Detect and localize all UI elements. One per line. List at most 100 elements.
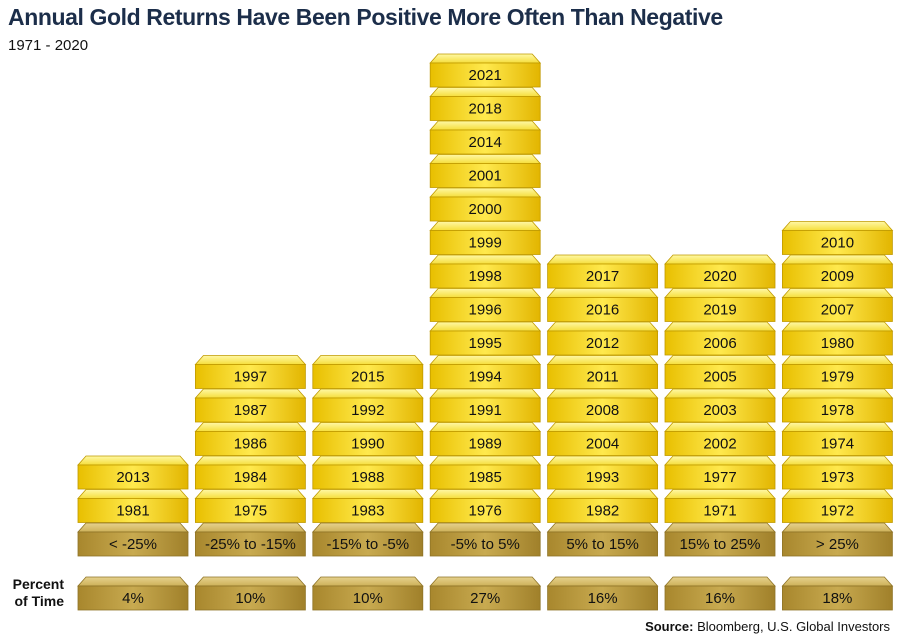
- percent-bar-3-label: 27%: [470, 590, 500, 607]
- year-bar-2011-label: 2011: [586, 369, 618, 386]
- year-bar-2014-label: 2014: [469, 134, 502, 151]
- year-bar-2004-label: 2004: [586, 436, 619, 453]
- category-bar-5: 15% to 25%: [664, 522, 776, 557]
- year-bar-1977-label: 1977: [703, 469, 736, 486]
- percent-bar-5: 16%: [664, 576, 776, 611]
- year-bar-2015-label: 2015: [351, 369, 384, 386]
- year-bar-2013-label: 2013: [116, 469, 149, 486]
- category-bar-4: 5% to 15%: [546, 522, 659, 557]
- year-bar-2006: 2006: [664, 321, 776, 356]
- year-bar-1985-label: 1985: [469, 469, 502, 486]
- year-bar-1984: 1984: [194, 455, 307, 490]
- year-bar-2010: 2010: [781, 221, 894, 255]
- year-bar-1992-label: 1992: [351, 402, 384, 419]
- year-bar-1997: 1997: [194, 355, 307, 389]
- year-bar-1995: 1995: [429, 321, 542, 356]
- year-bar-2003: 2003: [664, 388, 776, 423]
- year-bar-2002-label: 2002: [703, 436, 736, 453]
- year-bar-1997-label: 1997: [234, 369, 267, 386]
- percent-bar-0: 4%: [77, 576, 189, 611]
- percent-bar-1: 10%: [194, 576, 307, 611]
- percent-bar-4-label: 16%: [588, 590, 618, 607]
- year-bar-2001: 2001: [429, 154, 542, 188]
- year-bar-2008: 2008: [546, 388, 659, 423]
- year-bar-2017: 2017: [546, 254, 659, 289]
- year-bar-2021: 2021: [429, 53, 542, 88]
- year-bar-1971: 1971: [664, 489, 776, 523]
- year-bar-1983: 1983: [311, 489, 424, 523]
- year-bar-2000: 2000: [429, 187, 542, 222]
- year-bar-2010-label: 2010: [821, 235, 854, 252]
- year-bar-2005-label: 2005: [703, 369, 736, 386]
- chart-title: Annual Gold Returns Have Been Positive M…: [8, 4, 723, 30]
- year-bar-1978: 1978: [781, 388, 894, 423]
- percent-bar-2-label: 10%: [353, 590, 383, 607]
- year-bar-2015: 2015: [311, 355, 424, 389]
- year-bar-1980: 1980: [781, 321, 894, 356]
- year-bar-1974-label: 1974: [821, 436, 854, 453]
- category-bar-0: < -25%: [77, 522, 189, 557]
- year-bar-1991: 1991: [429, 388, 542, 423]
- year-bar-1996-label: 1996: [469, 302, 502, 319]
- source-prefix: Source:: [645, 619, 694, 634]
- year-bar-1999: 1999: [429, 221, 542, 255]
- year-bar-1976-label: 1976: [469, 503, 502, 520]
- year-bar-1987-label: 1987: [234, 402, 267, 419]
- year-bar-1986: 1986: [194, 422, 307, 456]
- year-bar-1988: 1988: [311, 455, 424, 490]
- year-bar-1982: 1982: [546, 489, 659, 523]
- category-bar-6-label: > 25%: [816, 536, 859, 553]
- percent-bar-2: 10%: [311, 576, 424, 611]
- year-bar-1992: 1992: [311, 388, 424, 423]
- year-bar-1991-label: 1991: [469, 402, 502, 419]
- category-bar-5-label: 15% to 25%: [680, 536, 761, 553]
- year-bar-1994: 1994: [429, 355, 542, 389]
- percent-bar-3: 27%: [429, 576, 542, 611]
- source-note: Source: Bloomberg, U.S. Global Investors: [645, 619, 890, 634]
- year-bar-1982-label: 1982: [586, 503, 619, 520]
- year-bar-2004: 2004: [546, 422, 659, 456]
- year-bar-1972-label: 1972: [821, 503, 854, 520]
- year-bar-1989: 1989: [429, 422, 542, 456]
- year-bar-1974: 1974: [781, 422, 894, 456]
- year-bar-1984-label: 1984: [234, 469, 267, 486]
- year-bar-1988-label: 1988: [351, 469, 384, 486]
- category-bar-4-label: 5% to 15%: [566, 536, 639, 553]
- year-bar-2016: 2016: [546, 288, 659, 322]
- year-bar-2012: 2012: [546, 321, 659, 356]
- year-bar-2021-label: 2021: [469, 67, 502, 84]
- year-bar-1973-label: 1973: [821, 469, 854, 486]
- year-bar-2018: 2018: [429, 87, 542, 121]
- chart-subtitle: 1971 - 2020: [8, 37, 89, 54]
- year-bar-1979: 1979: [781, 355, 894, 389]
- year-bar-1993: 1993: [546, 455, 659, 490]
- year-bar-2005: 2005: [664, 355, 776, 389]
- year-bar-2002: 2002: [664, 422, 776, 456]
- category-bar-1-label: -25% to -15%: [205, 536, 296, 553]
- year-bar-2009-label: 2009: [821, 268, 854, 285]
- year-bar-2017-label: 2017: [586, 268, 619, 285]
- year-bar-1989-label: 1989: [469, 436, 502, 453]
- year-bar-1999-label: 1999: [469, 235, 502, 252]
- category-bar-2: -15% to -5%: [311, 522, 424, 557]
- source-text: Bloomberg, U.S. Global Investors: [693, 619, 890, 634]
- year-bar-2008-label: 2008: [586, 402, 619, 419]
- percent-bar-4: 16%: [546, 576, 659, 611]
- year-bar-2016-label: 2016: [586, 302, 619, 319]
- year-bar-1995-label: 1995: [469, 335, 502, 352]
- year-bar-1972: 1972: [781, 489, 894, 523]
- row-label-line-2: of Time: [14, 593, 64, 609]
- year-bar-1998-label: 1998: [469, 268, 502, 285]
- year-bar-1983-label: 1983: [351, 503, 384, 520]
- percent-bar-1-label: 10%: [235, 590, 265, 607]
- year-bar-2019: 2019: [664, 288, 776, 322]
- year-bar-1978-label: 1978: [821, 402, 854, 419]
- year-bar-2007-label: 2007: [821, 302, 854, 319]
- year-bar-1987: 1987: [194, 388, 307, 423]
- category-bar-1: -25% to -15%: [194, 522, 307, 557]
- year-bar-2020-label: 2020: [703, 268, 736, 285]
- category-bar-3: -5% to 5%: [429, 522, 542, 557]
- year-bar-2013: 2013: [77, 455, 189, 490]
- year-bar-2009: 2009: [781, 254, 894, 289]
